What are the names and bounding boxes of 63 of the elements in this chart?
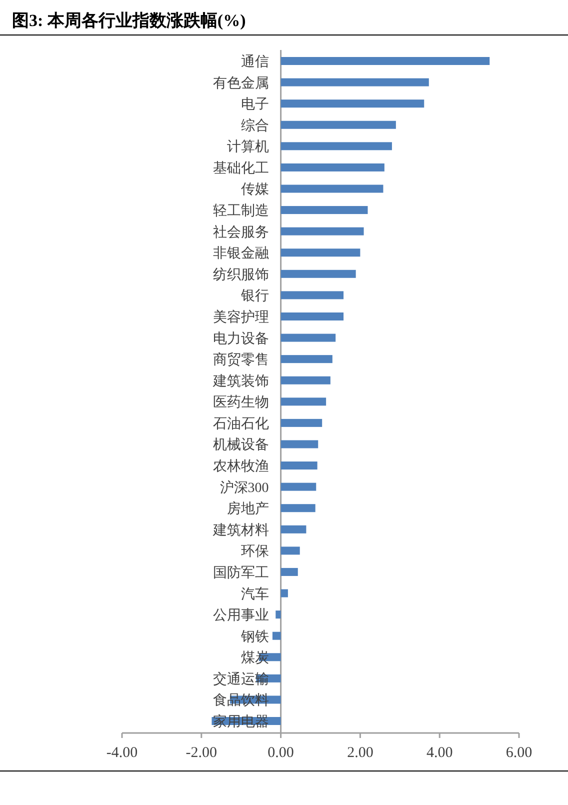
y-tick-label: 美容护理 xyxy=(212,309,269,326)
bar xyxy=(280,525,306,534)
bar xyxy=(276,610,281,619)
bar xyxy=(280,142,392,150)
bar xyxy=(272,632,281,640)
y-tick-label: 沪深300 xyxy=(220,480,269,496)
y-tick-label: 商贸零售 xyxy=(212,352,269,368)
y-tick-label: 银行 xyxy=(240,288,269,304)
y-tick-label: 国防军工 xyxy=(212,564,269,581)
y-tick-label: 轻工制造 xyxy=(212,203,269,220)
bar xyxy=(280,504,316,512)
y-tick-label: 农林牧渔 xyxy=(212,458,269,475)
x-tick-label: -2.00 xyxy=(186,745,218,761)
y-tick-label: 公用事业 xyxy=(212,608,269,624)
bar xyxy=(280,568,298,576)
y-tick-label: 基础化工 xyxy=(212,160,269,176)
x-tick-label: -4.00 xyxy=(106,745,138,761)
y-tick-label: 通信 xyxy=(240,54,269,70)
y-tick-label: 石油石化 xyxy=(212,416,269,432)
x-tick-label: 6.00 xyxy=(506,745,532,761)
bar xyxy=(280,418,322,427)
bar xyxy=(280,57,490,65)
y-tick-label: 综合 xyxy=(240,118,269,134)
bar xyxy=(280,589,288,598)
y-tick-label: 电力设备 xyxy=(212,330,269,347)
bar xyxy=(280,546,300,555)
y-tick-label: 建筑材料 xyxy=(212,522,269,538)
x-tick-label: 0.00 xyxy=(268,745,294,761)
bar xyxy=(280,163,384,172)
x-tick-label: 2.00 xyxy=(347,745,374,761)
y-tick-label: 非银金融 xyxy=(212,246,269,262)
y-tick-label: 环保 xyxy=(240,544,269,560)
bar xyxy=(280,440,318,448)
bar xyxy=(280,184,384,193)
y-tick-label: 医药生物 xyxy=(212,394,269,411)
bar xyxy=(280,206,368,214)
bar xyxy=(280,355,332,364)
bar xyxy=(280,248,360,257)
x-tick-label: 4.00 xyxy=(426,745,453,761)
bar xyxy=(280,120,396,129)
bar xyxy=(280,334,336,342)
y-tick-label: 钢铁 xyxy=(240,628,269,645)
y-tick-label: 汽车 xyxy=(240,586,269,602)
bar xyxy=(280,462,318,470)
bar xyxy=(280,376,330,384)
bar xyxy=(280,482,316,491)
y-tick-label: 电子 xyxy=(240,96,269,113)
y-tick-label: 传媒 xyxy=(240,182,269,198)
bar xyxy=(280,312,344,320)
y-tick-label: 房地产 xyxy=(226,501,269,518)
bar xyxy=(280,227,364,236)
y-tick-label: 社会服务 xyxy=(212,224,269,240)
y-tick-label: 纺织服饰 xyxy=(212,266,269,283)
bar xyxy=(280,270,356,278)
chart-title: 图3: 本周各行业指数涨跌幅(%) xyxy=(12,11,246,30)
bar xyxy=(280,291,344,300)
y-tick-label: 机械设备 xyxy=(212,437,269,454)
y-tick-label: 计算机 xyxy=(226,139,269,156)
y-tick-label: 建筑装饰 xyxy=(212,373,269,390)
bar xyxy=(280,100,424,108)
bar xyxy=(280,78,429,86)
bar xyxy=(280,398,326,406)
y-tick-label: 有色金属 xyxy=(212,75,269,92)
